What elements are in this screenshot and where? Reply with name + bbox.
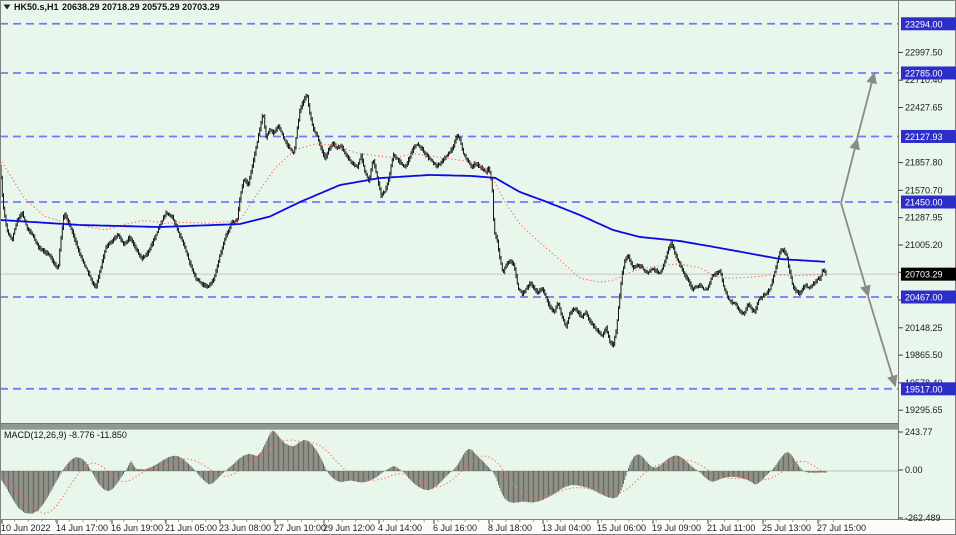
price-axis: 22997.50 22710.40 22427.65 21857.80 21570.70…: [898, 17, 956, 415]
macd-signal-path: [1, 439, 827, 514]
price-axis-label: 21857.80: [905, 158, 943, 168]
level-price-label-box: [901, 129, 956, 143]
price-axis-label: 19865.50: [905, 350, 943, 360]
price-axis-label: 20148.25: [905, 323, 943, 333]
macd-axis-label: 243.77: [905, 427, 933, 437]
time-axis-surface[interactable]: [0, 520, 956, 535]
current-price-label: 20703.29: [905, 270, 943, 280]
time-axis-label: 8 Jul 18:00: [488, 523, 532, 533]
trend-arrows[interactable]: [840, 71, 898, 388]
trend-arrow-up[interactable]: [856, 71, 877, 140]
price-axis-label: 21005.20: [905, 240, 943, 250]
time-axis-label: 21 Jun 05:00: [165, 523, 217, 533]
chart-dropdown-icon[interactable]: [3, 4, 11, 10]
price-axis-surface[interactable]: [899, 0, 956, 519]
macd-indicator: [1, 430, 898, 514]
ma-slow-path[interactable]: [0, 174, 826, 263]
macd-axis-label: -262.489: [905, 513, 941, 523]
ma-slow-line: [0, 174, 826, 263]
time-axis-label: 27 Jul 15:00: [817, 523, 866, 533]
time-axis-label: 27 Jun 10:00: [274, 523, 326, 533]
time-axis: 10 Jun 202214 Jun 17:0016 Jun 19:0021 Ju…: [0, 520, 866, 533]
support-resistance-lines: [1, 22, 898, 390]
time-axis-label: 19 Jul 09:00: [652, 523, 701, 533]
trend-arrow-down[interactable]: [840, 202, 871, 298]
candlesticks: [1, 93, 827, 348]
ma-fast-line: [0, 143, 826, 283]
chart-title-ohlc: 20638.29 20718.29 20575.29 20703.29: [62, 2, 220, 12]
level-price-label-box: [901, 290, 956, 304]
price-axis-label: 21287.95: [905, 213, 943, 223]
time-axis-label: 14 Jun 17:00: [56, 523, 108, 533]
level-price-label: 19517.00: [905, 384, 943, 394]
chart-title-symbol: HK50.s,H1: [14, 2, 59, 12]
macd-indicator-label: MACD(12,26,9) -8.776 -11.850: [4, 430, 127, 440]
level-price-label: 21450.00: [905, 198, 943, 208]
macd-axis: 243.77 0.00 -262.489: [898, 427, 941, 523]
time-axis-label: 25 Jul 13:00: [762, 523, 811, 533]
trend-arrow-up[interactable]: [840, 137, 860, 204]
macd-axis-label: 0.00: [905, 465, 923, 475]
level-price-label: 23294.00: [905, 19, 943, 29]
price-pane-surface[interactable]: [0, 2, 898, 423]
level-price-label-box: [901, 195, 956, 209]
price-axis-label: 22427.65: [905, 103, 943, 113]
trend-arrow-down[interactable]: [867, 295, 898, 388]
time-axis-label: 10 Jun 2022: [1, 523, 51, 533]
level-price-label-box: [901, 382, 956, 396]
time-axis-label: 15 Jul 06:00: [597, 523, 646, 533]
ma-fast-path[interactable]: [0, 143, 826, 283]
time-axis-label: 23 Jun 08:00: [219, 523, 271, 533]
time-axis-label: 16 Jun 19:00: [111, 523, 163, 533]
price-axis-label: 22710.40: [905, 75, 943, 85]
level-price-label: 20467.00: [905, 293, 943, 303]
current-price-label-box: [901, 267, 956, 281]
time-axis-label: 6 Jul 16:00: [433, 523, 477, 533]
price-axis-label: 21570.70: [905, 185, 943, 195]
price-axis-label: 19295.65: [905, 405, 943, 415]
pane-separator[interactable]: [0, 424, 898, 429]
macd-pane-surface[interactable]: [0, 430, 898, 519]
level-price-label: 22785.00: [905, 68, 943, 78]
level-price-label-box: [901, 17, 956, 31]
level-price-label-box: [901, 66, 956, 80]
time-axis-label: 13 Jul 04:00: [542, 523, 591, 533]
level-price-label: 22127.93: [905, 132, 943, 142]
time-axis-label: 29 Jun 12:00: [323, 523, 375, 533]
time-axis-label: 4 Jul 14:00: [378, 523, 422, 533]
time-axis-strip: [0, 520, 956, 535]
price-axis-label: 22997.50: [905, 47, 943, 57]
time-axis-label: 21 Jul 11:00: [707, 523, 755, 533]
